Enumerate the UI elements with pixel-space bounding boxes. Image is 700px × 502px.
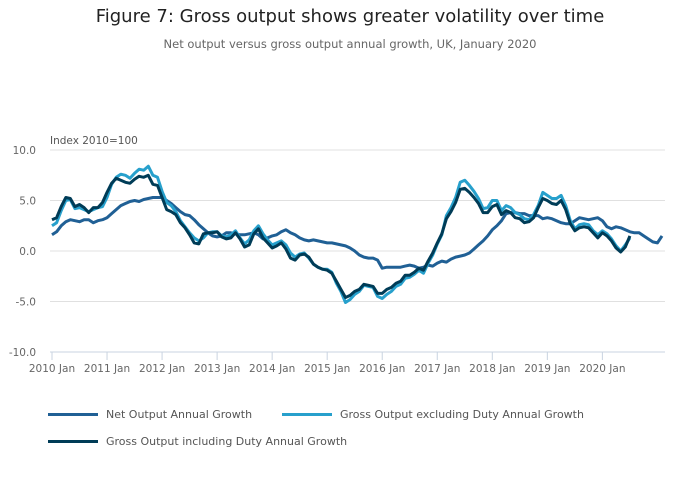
x-tick-label: 2019 Jan bbox=[524, 363, 570, 375]
y-tick-label: -5.0 bbox=[16, 297, 37, 309]
x-tick-label: 2010 Jan bbox=[29, 363, 75, 375]
y-tick-label: 5.0 bbox=[19, 196, 36, 208]
legend-label: Gross Output including Duty Annual Growt… bbox=[106, 435, 348, 448]
x-tick-label: 2015 Jan bbox=[304, 363, 350, 375]
x-tick-label: 2011 Jan bbox=[84, 363, 130, 375]
x-tick-label: 2014 Jan bbox=[249, 363, 295, 375]
legend-item-net-output[interactable]: Net Output Annual Growth bbox=[48, 408, 252, 421]
series-line-gross-output-including-duty-annual-growth[interactable] bbox=[51, 173, 632, 299]
legend-label: Gross Output excluding Duty Annual Growt… bbox=[340, 408, 584, 421]
chart-title: Figure 7: Gross output shows greater vol… bbox=[95, 6, 605, 27]
legend-label: Net Output Annual Growth bbox=[106, 408, 253, 421]
x-tick-label: 2012 Jan bbox=[139, 363, 185, 375]
legend-item-gross-incl-duty[interactable]: Gross Output including Duty Annual Growt… bbox=[48, 435, 347, 448]
x-tick-label: 2018 Jan bbox=[469, 363, 515, 375]
legend-item-gross-excl-duty[interactable]: Gross Output excluding Duty Annual Growt… bbox=[282, 408, 584, 421]
legend-swatch-gross-excl-duty bbox=[282, 413, 332, 416]
line-chart: Index 2010=100 10.0 5.0 0.0 -5.0 -10.0 2010 … bbox=[9, 135, 665, 375]
chart-subtitle: Net output versus gross output annual gr… bbox=[163, 37, 537, 51]
y-axis-unit-label: Index 2010=100 bbox=[50, 135, 138, 147]
y-tick-label: -10.0 bbox=[9, 347, 36, 359]
x-tick-label: 2020 Jan bbox=[579, 363, 625, 375]
x-tick-label: 2016 Jan bbox=[359, 363, 405, 375]
x-tick-label: 2017 Jan bbox=[414, 363, 460, 375]
legend-swatch-gross-incl-duty bbox=[48, 440, 98, 443]
series-line-net-output-annual-growth[interactable] bbox=[51, 196, 664, 270]
y-tick-label: 10.0 bbox=[13, 145, 36, 157]
y-tick-label: 0.0 bbox=[19, 246, 36, 258]
x-tick-label: 2013 Jan bbox=[194, 363, 240, 375]
series-line-gross-output-excluding-duty-annual-growth[interactable] bbox=[51, 164, 632, 304]
legend-swatch-net-output bbox=[48, 413, 98, 416]
